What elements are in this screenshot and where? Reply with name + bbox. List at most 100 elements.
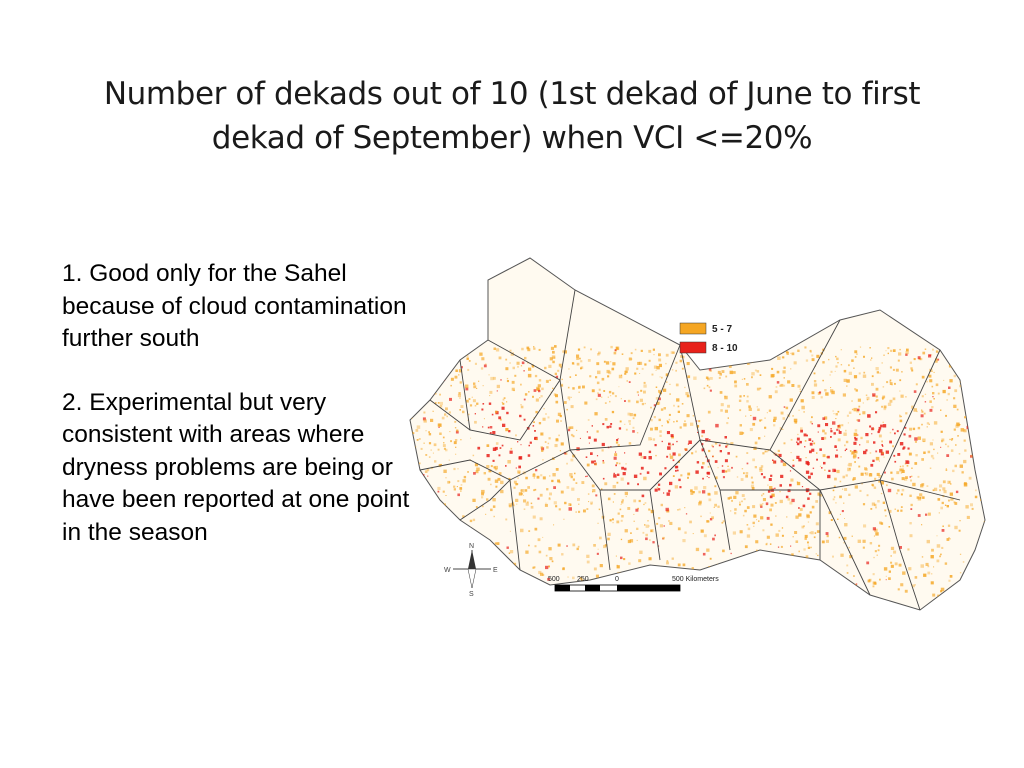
dryness-pixel <box>516 503 518 505</box>
dryness-pixel <box>634 372 637 375</box>
dryness-pixel <box>481 492 484 496</box>
compass-w: W <box>444 567 451 574</box>
dryness-pixel <box>873 428 875 430</box>
dryness-pixel <box>724 409 728 413</box>
dryness-pixel <box>730 552 732 555</box>
dryness-pixel <box>882 424 887 428</box>
dryness-pixel <box>852 478 855 481</box>
dryness-pixel <box>633 474 638 478</box>
dryness-pixel <box>940 590 943 593</box>
dryness-pixel <box>932 489 935 492</box>
dryness-pixel <box>780 383 784 387</box>
dryness-pixel <box>947 524 951 527</box>
dryness-pixel <box>847 467 851 472</box>
dryness-pixel <box>432 375 437 379</box>
dryness-pixel <box>923 573 927 577</box>
dryness-pixel <box>938 512 940 514</box>
scale-label-500: 500 <box>548 576 560 583</box>
dryness-pixel <box>869 425 872 428</box>
dryness-pixel <box>455 446 457 448</box>
dryness-pixel <box>641 402 645 406</box>
dryness-pixel <box>710 377 713 380</box>
dryness-pixel <box>820 396 823 399</box>
dryness-pixel <box>731 466 733 469</box>
dryness-pixel <box>976 450 981 454</box>
dryness-pixel <box>917 475 920 478</box>
dryness-pixel <box>459 346 461 348</box>
dryness-pixel <box>590 452 593 455</box>
dryness-pixel <box>468 413 470 416</box>
land-mass <box>409 257 986 611</box>
dryness-pixel <box>502 574 505 577</box>
dryness-pixel <box>545 554 548 557</box>
dryness-pixel <box>746 524 749 526</box>
dryness-pixel <box>832 468 836 473</box>
dryness-pixel <box>987 503 990 506</box>
dryness-pixel <box>597 370 601 375</box>
dryness-pixel <box>420 483 423 486</box>
dryness-pixel <box>700 529 704 533</box>
dryness-pixel <box>759 468 763 472</box>
dryness-pixel <box>781 356 784 359</box>
dryness-pixel <box>485 363 487 365</box>
dryness-pixel <box>427 367 431 370</box>
dryness-pixel <box>415 487 417 490</box>
dryness-pixel <box>843 536 847 540</box>
dryness-pixel <box>520 383 522 386</box>
dryness-pixel <box>426 505 428 508</box>
dryness-pixel <box>739 503 741 506</box>
dryness-pixel <box>872 573 875 576</box>
dryness-pixel <box>735 356 739 360</box>
dryness-pixel <box>495 442 499 445</box>
dryness-pixel <box>640 466 644 470</box>
dryness-pixel <box>959 520 961 522</box>
dryness-pixel <box>714 503 717 507</box>
dryness-pixel <box>455 430 459 434</box>
dryness-pixel <box>803 411 805 413</box>
dryness-pixel <box>760 505 763 508</box>
dryness-pixel <box>911 405 915 409</box>
dryness-pixel <box>979 356 981 359</box>
dryness-pixel <box>893 454 896 457</box>
dryness-pixel <box>530 502 533 505</box>
dryness-pixel <box>623 558 626 561</box>
dryness-pixel <box>803 433 807 437</box>
dryness-pixel <box>620 503 622 505</box>
dryness-pixel <box>691 567 694 570</box>
dryness-pixel <box>721 521 724 524</box>
dryness-pixel <box>911 369 914 372</box>
dryness-pixel <box>413 476 416 479</box>
dryness-pixel <box>854 436 856 439</box>
dryness-pixel <box>685 513 688 515</box>
dryness-pixel <box>635 508 639 512</box>
dryness-pixel <box>840 364 843 366</box>
dryness-pixel <box>508 504 512 508</box>
dryness-pixel <box>871 375 874 378</box>
dryness-pixel <box>843 378 847 382</box>
dryness-pixel <box>940 446 942 448</box>
dryness-pixel <box>488 374 490 376</box>
dryness-pixel <box>811 440 814 442</box>
dryness-pixel <box>881 405 883 408</box>
dryness-pixel <box>972 420 975 423</box>
dryness-pixel <box>926 485 929 487</box>
dryness-pixel <box>948 386 951 389</box>
dryness-pixel <box>677 460 680 463</box>
dryness-pixel <box>542 417 546 421</box>
dryness-pixel <box>751 487 755 490</box>
dryness-pixel <box>886 484 888 487</box>
dryness-pixel <box>694 486 698 490</box>
dryness-pixel <box>497 477 501 481</box>
dryness-pixel <box>833 413 835 415</box>
dryness-pixel <box>856 353 858 355</box>
dryness-pixel <box>653 416 656 419</box>
dryness-pixel <box>438 558 441 562</box>
dryness-pixel <box>766 576 768 579</box>
dryness-pixel <box>653 404 656 407</box>
dryness-pixel <box>680 474 683 477</box>
dryness-pixel <box>650 530 653 532</box>
dryness-pixel <box>458 392 461 395</box>
dryness-pixel <box>878 460 880 462</box>
dryness-pixel <box>883 456 885 458</box>
dryness-pixel <box>711 444 714 447</box>
